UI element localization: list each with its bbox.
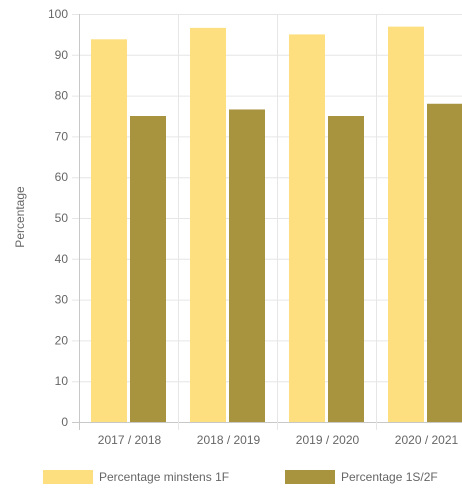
bar xyxy=(328,116,364,422)
y-axis-title: Percentage xyxy=(13,186,27,248)
legend-item[interactable]: Percentage 1S/2F xyxy=(285,470,438,484)
bar xyxy=(130,116,166,422)
bars xyxy=(91,26,462,423)
y-tick-label: 0 xyxy=(61,415,68,429)
y-tick-label: 100 xyxy=(48,7,68,21)
x-tick-label: 2020 / 2021 xyxy=(395,433,459,447)
legend-swatch xyxy=(285,470,335,484)
bar xyxy=(289,34,325,423)
y-tick-label: 20 xyxy=(55,333,69,347)
x-tick-label: 2019 / 2020 xyxy=(296,433,360,447)
bar xyxy=(388,26,424,422)
x-tick-label: 2017 / 2018 xyxy=(98,433,162,447)
y-tick-label: 40 xyxy=(55,252,69,266)
legend-swatch xyxy=(43,470,93,484)
y-tick-label: 30 xyxy=(55,293,69,307)
y-tick-label: 10 xyxy=(55,374,69,388)
legend: Percentage minstens 1F Percentage 1S/2F xyxy=(43,470,438,484)
y-tick-label: 50 xyxy=(55,211,69,225)
bar xyxy=(427,103,462,422)
axes: 0 10 20 30 40 50 60 70 80 90 100 2017 / 2018 2018 / … xyxy=(48,7,459,447)
bar xyxy=(229,109,265,423)
legend-label: Percentage minstens 1F xyxy=(99,470,229,484)
y-tick-label: 80 xyxy=(55,89,69,103)
y-tick-label: 70 xyxy=(55,129,69,143)
x-tick-label: 2018 / 2019 xyxy=(197,433,261,447)
bar xyxy=(190,27,226,422)
legend-item[interactable]: Percentage minstens 1F xyxy=(43,470,229,484)
legend-label: Percentage 1S/2F xyxy=(341,470,438,484)
y-tick-label: 60 xyxy=(55,170,69,184)
y-tick-label: 90 xyxy=(55,48,69,62)
bar xyxy=(91,39,127,423)
